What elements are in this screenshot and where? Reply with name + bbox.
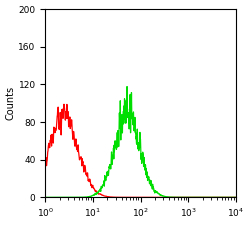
Y-axis label: Counts: Counts	[6, 86, 16, 120]
